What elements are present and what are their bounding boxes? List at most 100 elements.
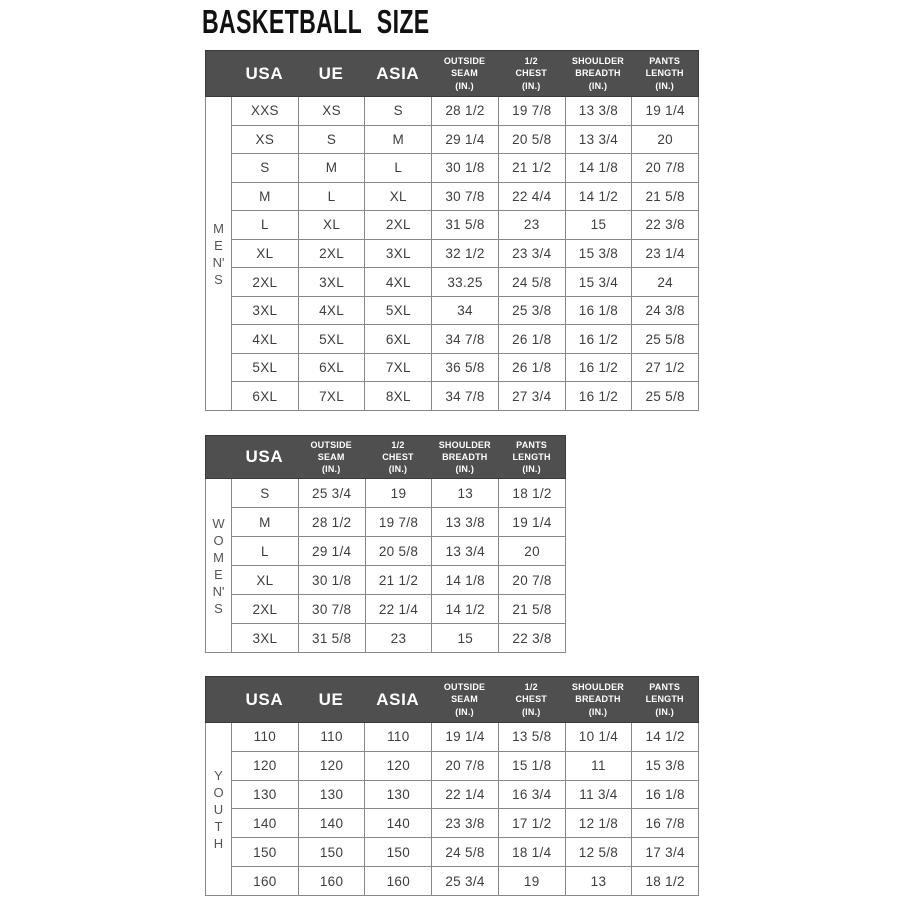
column-header: UE [318, 63, 344, 83]
table-cell: 4XL [232, 325, 299, 353]
table-cell: 30 1/8 [299, 566, 366, 594]
table-cell: L [365, 154, 433, 182]
table-cell: 3XL [232, 296, 299, 325]
table-cell: 22 1/4 [432, 780, 499, 809]
table-cell: 20 [657, 131, 673, 147]
column-header: OUTSIDE SEAM (IN.) [443, 682, 486, 717]
column-header: USA [245, 447, 284, 466]
section-label-letter: M [213, 549, 224, 565]
table-cell: 19 7/8 [499, 97, 566, 125]
table-cell: 15 3/8 [645, 758, 685, 774]
table-cell: L [299, 182, 366, 211]
table-cell: 27 1/2 [645, 360, 685, 376]
section-label-womens: W O M E N' S [206, 479, 232, 652]
table-cell: 36 5/8 [432, 353, 499, 382]
column-header: 1/2 CHEST (IN.) [515, 682, 547, 717]
table-cell: XL [299, 211, 366, 239]
column-header: 1/2 CHEST (IN.) [515, 56, 547, 91]
table-cell: 28 1/2 [299, 508, 366, 536]
table-cell: M [365, 125, 433, 154]
table-cell: 32 1/2 [432, 239, 499, 268]
table-cell: 16 7/8 [645, 815, 685, 831]
section-label-letter: O [213, 532, 224, 548]
table-cell: 110 [232, 723, 299, 751]
column-header: PANTS LENGTH (IN.) [512, 439, 551, 475]
table-cell: 34 [432, 296, 499, 325]
table-cell: 120 [299, 751, 366, 780]
column-header: 1/2 CHEST (IN.) [382, 439, 414, 475]
table-cell: 160 [232, 867, 299, 895]
table-cell: 2XL [365, 211, 433, 239]
table-cell: 13 [566, 867, 633, 895]
table-cell: 4XL [365, 268, 433, 296]
table-cell: 17 1/2 [499, 809, 566, 838]
table-cell: 140 [365, 809, 433, 838]
table-cell: 24 3/8 [645, 303, 685, 319]
table-cell: 25 3/4 [432, 867, 499, 895]
section-label-letter: E [214, 566, 223, 582]
table-cell: S [232, 154, 299, 182]
table-cell: 21 5/8 [645, 188, 685, 204]
column-header: ASIA [376, 63, 420, 83]
section-label-letter: S [214, 271, 223, 287]
table-cell: 16 3/4 [499, 780, 566, 809]
table-cell: 25 5/8 [645, 331, 685, 347]
section-label-letter: U [213, 801, 224, 817]
table-row: XL 30 1/8 21 1/2 14 1/8 20 7/8 [232, 566, 565, 595]
youth-size-table: USA UE ASIA OUTSIDE SEAM (IN.) 1/2 CHEST (IN… [205, 676, 699, 896]
table-cell: 10 1/4 [566, 723, 633, 751]
table-cell: 13 3/8 [432, 508, 500, 536]
table-row: S 25 3/4 19 13 18 1/2 [232, 479, 565, 508]
table-cell: 6XL [232, 382, 299, 411]
table-cell: 13 3/8 [566, 97, 633, 125]
table-cell: XS [299, 97, 366, 125]
table-cell: 160 [299, 867, 366, 895]
table-cell: 23 1/4 [645, 246, 685, 261]
table-cell: 13 5/8 [499, 723, 566, 751]
table-cell: L [232, 537, 299, 565]
section-label-letter: Y [214, 767, 223, 783]
page-title: BASKETBALL SIZE [202, 3, 430, 40]
table-cell: 2XL [299, 239, 366, 268]
table-cell: 24 [657, 274, 673, 290]
table-cell: 150 [299, 838, 366, 867]
table-cell: 33.25 [432, 268, 499, 296]
table-row: XL 2XL 3XL 32 1/2 23 3/4 15 3/8 23 1/4 [232, 239, 698, 269]
table-cell: 15 1/8 [499, 751, 566, 780]
table-cell: 13 3/4 [432, 537, 500, 565]
table-cell: 31 5/8 [432, 211, 499, 239]
table-cell: 18 1/2 [512, 485, 552, 501]
table-cell: 14 1/2 [566, 182, 633, 211]
table-row: 150 150 150 24 5/8 18 1/4 12 5/8 17 3/4 [232, 838, 698, 868]
column-header: PANTS LENGTH (IN.) [645, 56, 684, 91]
table-cell: 12 5/8 [566, 838, 633, 867]
table-cell: 23 [366, 624, 433, 652]
table-cell: 17 3/4 [645, 844, 685, 860]
table-row: S M L 30 1/8 21 1/2 14 1/8 20 7/8 [232, 154, 698, 183]
youth-table-rows: 110 110 110 19 1/4 13 5/8 10 1/4 14 1/2 120 120 1… [232, 723, 698, 895]
section-label-letter: W [212, 515, 225, 531]
table-cell: 19 7/8 [366, 508, 433, 536]
table-row: 4XL 5XL 6XL 34 7/8 26 1/8 16 1/2 25 5/8 [232, 325, 698, 354]
table-cell: 140 [299, 809, 366, 838]
table-cell: 20 7/8 [645, 160, 685, 176]
section-label-letter: N' [212, 254, 225, 270]
table-row: 130 130 130 22 1/4 16 3/4 11 3/4 16 1/8 [232, 780, 698, 810]
table-cell: 23 3/8 [432, 809, 499, 838]
table-cell: 20 [524, 543, 540, 559]
womens-table-rows: S 25 3/4 19 13 18 1/2 M 28 1/2 19 7/8 13 3/8 19 1… [232, 479, 565, 652]
table-cell: 23 [499, 211, 566, 239]
table-cell: 19 1/4 [432, 723, 499, 751]
table-row: 160 160 160 25 3/4 19 13 18 1/2 [232, 867, 698, 895]
table-cell: 16 1/2 [566, 353, 633, 382]
table-cell: XL [232, 239, 299, 268]
column-header: USA [245, 63, 284, 83]
table-cell: 24 5/8 [499, 268, 566, 296]
table-cell: 15 3/4 [566, 268, 633, 296]
youth-table-header: USA UE ASIA OUTSIDE SEAM (IN.) 1/2 CHEST (IN… [205, 676, 699, 723]
table-cell: 2XL [232, 268, 299, 296]
table-cell: 140 [232, 809, 299, 838]
table-cell: 6XL [299, 353, 366, 382]
table-cell: 150 [232, 838, 299, 867]
